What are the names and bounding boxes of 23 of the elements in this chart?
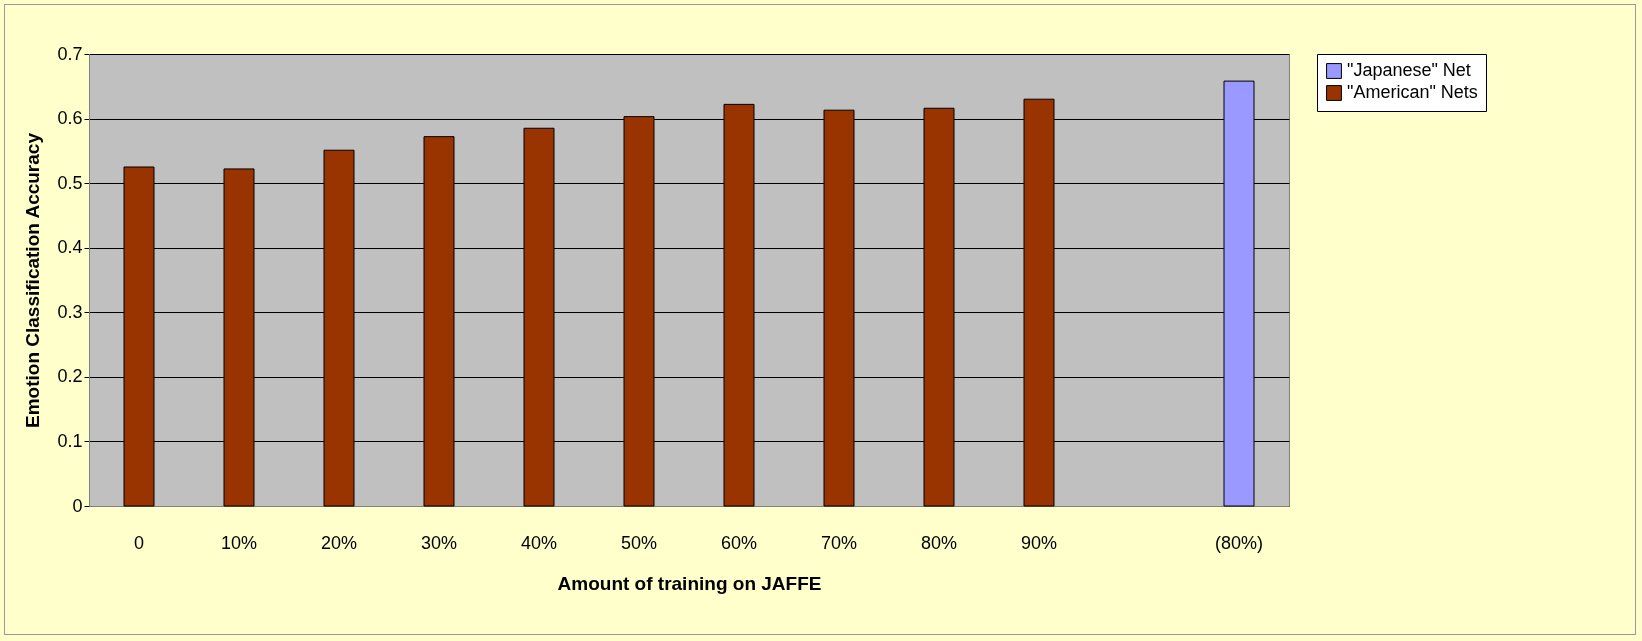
x-axis-title: Amount of training on JAFFE — [557, 572, 822, 594]
y-tick-label: 0.6 — [57, 108, 83, 129]
y-tick-label: 0 — [72, 495, 83, 516]
x-tick-label: 40% — [520, 532, 558, 553]
y-tick-label: 0.4 — [57, 237, 83, 258]
x-tick-label: 60% — [720, 532, 758, 553]
legend-label: "Japanese" Net — [1347, 60, 1471, 80]
y-tick-label: 0.2 — [57, 366, 83, 387]
x-tick-label: 30% — [420, 532, 458, 553]
y-tick-label: 0.1 — [57, 430, 83, 451]
x-tick-label: (80%) — [1214, 532, 1264, 553]
y-tick-label: 0.5 — [57, 172, 83, 193]
x-tick-label: 80% — [920, 532, 958, 553]
legend-label: "American" Nets — [1347, 82, 1478, 102]
x-tick-label: 90% — [1020, 532, 1058, 553]
x-tick-label: 0 — [133, 532, 145, 553]
y-tick-label: 0.7 — [57, 43, 83, 64]
y-axis-title: Emotion Classification Accuracy — [22, 132, 44, 428]
x-tick-label: 70% — [820, 532, 858, 553]
x-tick-label: 20% — [320, 532, 358, 553]
x-tick-label: 10% — [220, 532, 258, 553]
y-tick-label: 0.3 — [57, 301, 83, 322]
x-tick-label: 50% — [620, 532, 658, 553]
